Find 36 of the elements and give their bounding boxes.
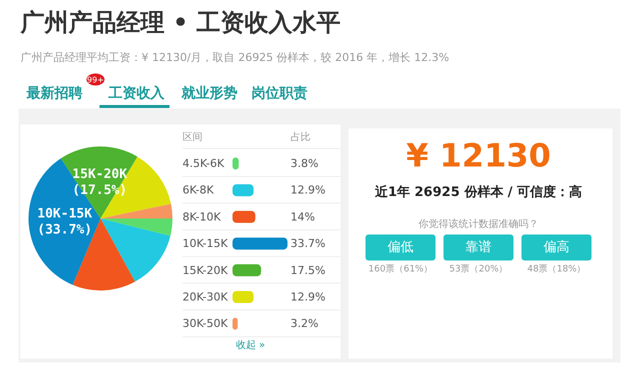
text: 偏低 <box>388 240 414 255</box>
legend-label: 15K-20K <box>182 264 229 277</box>
legend-label: 20K-30K <box>182 290 229 304</box>
text: 你觉得该统计数据准确吗？ <box>418 218 538 230</box>
text: 区间 <box>182 131 202 143</box>
text: 近1年 26925 份样本 / 可信度：高 <box>374 184 582 200</box>
data-label: 12.9% <box>290 290 326 304</box>
slice-label: 15K-20K <box>72 167 128 182</box>
text: 偏高 <box>544 239 570 255</box>
data-label: 33.7% <box>290 237 326 250</box>
text: 靠谱 <box>466 240 492 255</box>
legend-label: 30K-50K <box>182 317 229 330</box>
chart-subtitle: 广州产品经理平均工资：¥ 12130/月，取自 26925 份样本，较 2016 年，增长 12.3% <box>20 51 450 64</box>
slice-label: 10K-15K <box>37 206 92 222</box>
data-label: 3.2% <box>290 317 318 330</box>
data-label: 14% <box>290 210 315 224</box>
text: 就业形势 <box>180 86 238 102</box>
text: ¥ 12130 <box>406 136 551 174</box>
text: 收起 » <box>236 339 266 351</box>
text: 工资收入 <box>108 86 166 102</box>
text: (33.7%) <box>37 222 92 238</box>
text: 岗位职责 <box>252 86 308 102</box>
legend-label: 10K-15K <box>182 237 229 250</box>
legend-label: 8K-10K <box>182 210 222 224</box>
text: 53票（20%） <box>449 264 508 274</box>
legend-label: 6K-8K <box>182 184 215 197</box>
text: 48票（18%） <box>527 264 586 274</box>
text: 99+ <box>87 76 104 84</box>
data-label: 12.9% <box>290 184 326 197</box>
text: 160票（61%） <box>368 264 433 274</box>
legend-label: 4.5K-6K <box>182 157 226 170</box>
text: 最新招聘 <box>26 84 82 102</box>
data-label: 17.5% <box>290 264 326 277</box>
text: 占比 <box>290 131 310 143</box>
data-label: 3.8% <box>290 157 318 170</box>
chart-title: 广州产品经理 • 工资收入水平 <box>20 8 341 36</box>
